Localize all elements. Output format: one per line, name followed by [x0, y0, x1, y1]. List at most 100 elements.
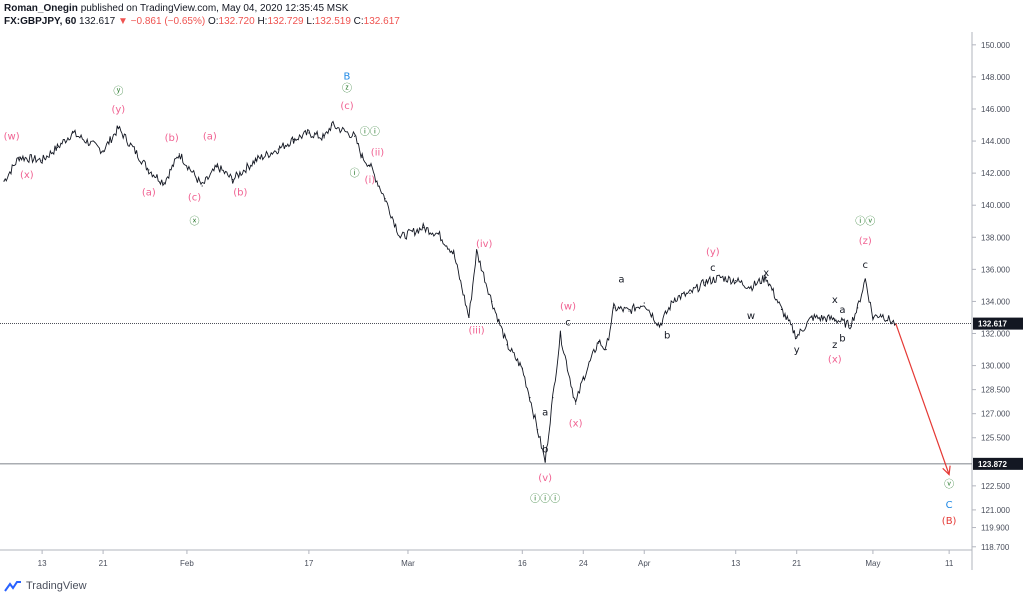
wave-label: ⓘⓘⓘ: [530, 493, 560, 505]
price-point: [575, 403, 577, 405]
price-point: [293, 138, 295, 141]
wave-label: (B): [942, 516, 957, 527]
price-point: [857, 307, 859, 309]
price-point: [879, 313, 882, 315]
last-price: 132.617: [79, 16, 116, 27]
price-point: [750, 286, 752, 288]
wave-label: w: [747, 311, 755, 322]
low-label: L:: [306, 16, 315, 27]
wave-label: ⓧ: [190, 216, 200, 228]
price-point: [354, 135, 356, 137]
wave-label: x: [763, 268, 769, 279]
wave-label: c: [710, 263, 716, 274]
price-tick-label: 121.000: [981, 506, 1010, 515]
price-series-line: [3, 120, 897, 463]
time-tick-label: 13: [38, 559, 47, 568]
price-point: [422, 227, 424, 229]
wave-label: ⓘⓘ: [360, 126, 380, 138]
price-point: [559, 334, 562, 336]
price-point: [811, 316, 813, 319]
time-tick-label: 21: [99, 559, 108, 568]
price-tick-label: 119.900: [981, 524, 1010, 533]
close-label: C:: [353, 16, 364, 27]
price-point: [643, 302, 645, 304]
time-tick-label: May: [865, 559, 880, 568]
price-change: −0.861 (−0.65%): [130, 16, 206, 27]
price-tag: [973, 457, 1023, 470]
price-tick-label: 134.000: [981, 297, 1010, 306]
wave-label: c: [565, 318, 571, 329]
price-point: [521, 368, 523, 370]
close-value: 132.617: [363, 16, 400, 27]
wave-label: ⓘⓥ: [855, 216, 875, 228]
plot-area[interactable]: 132.617 123.872: [0, 120, 1023, 476]
price-tick-label: 130.000: [981, 362, 1010, 371]
price-tick-label: 132.000: [981, 329, 1010, 338]
chart-axes: 150.000 148.000 146.000 144.000 142.000 140.0…: [0, 32, 1010, 570]
price-point: [102, 150, 104, 152]
price-tick-label: 142.000: [981, 169, 1010, 178]
price-point: [468, 316, 470, 319]
wave-label: b: [839, 334, 845, 345]
price-tag-label: 123.872: [978, 460, 1007, 469]
price-point: [849, 324, 851, 327]
wave-label: ⓩ: [342, 82, 352, 94]
wave-label: ⓥ: [944, 479, 954, 491]
wave-label: C: [946, 500, 953, 511]
price-point: [277, 148, 279, 150]
price-point: [796, 336, 798, 338]
wave-label: b: [664, 330, 670, 341]
price-tick-label: 148.000: [981, 73, 1010, 82]
wave-label: (w): [4, 132, 20, 143]
wave-label: (a): [142, 188, 156, 199]
wave-label: (c): [340, 101, 353, 112]
wave-label: (ii): [371, 148, 384, 159]
price-point: [71, 132, 74, 134]
price-tag: [973, 317, 1023, 330]
wave-label: x: [832, 295, 838, 306]
price-point: [689, 292, 691, 295]
price-tick-label: 146.000: [981, 105, 1010, 114]
wave-label: ⓨ: [113, 86, 123, 98]
price-point: [361, 156, 363, 158]
price-tick-label: 127.000: [981, 410, 1010, 419]
price-point: [536, 429, 539, 431]
price-point: [735, 279, 737, 282]
low-value: 132.519: [314, 16, 351, 27]
price-tick-label: 138.000: [981, 233, 1010, 242]
wave-label: (w): [560, 302, 576, 313]
price-point: [529, 397, 531, 399]
wave-label: (i): [365, 175, 376, 186]
price-point: [597, 340, 600, 343]
price-point: [605, 348, 607, 351]
price-point: [704, 281, 706, 283]
wave-label: ⓘ: [350, 167, 360, 179]
wave-label: a: [542, 407, 548, 418]
price-point: [232, 178, 234, 181]
wave-label: b: [542, 444, 548, 455]
wave-label: B: [344, 72, 351, 83]
price-point: [544, 461, 546, 463]
tradingview-branding[interactable]: TradingView: [4, 580, 87, 592]
price-point: [506, 344, 508, 346]
price-point: [56, 146, 58, 149]
brand-name: TradingView: [26, 580, 87, 592]
price-tick-label: 144.000: [981, 137, 1010, 146]
time-tick-label: Apr: [638, 559, 651, 568]
price-point: [719, 276, 722, 278]
price-tick-label: 150.000: [981, 41, 1010, 50]
wave-label: a: [618, 274, 624, 285]
projection-arrow-line: [895, 323, 950, 475]
wave-label: c: [863, 260, 869, 271]
price-point: [552, 397, 554, 399]
wave-label: y: [794, 345, 800, 356]
price-point: [399, 236, 401, 238]
high-value: 132.729: [267, 16, 304, 27]
tradingview-logo-icon: [4, 581, 21, 592]
time-tick-label: 16: [518, 559, 527, 568]
wave-label: (a): [203, 132, 217, 143]
price-point: [765, 276, 767, 278]
price-tick-label: 118.700: [981, 543, 1010, 552]
time-tick-label: 11: [945, 559, 954, 568]
